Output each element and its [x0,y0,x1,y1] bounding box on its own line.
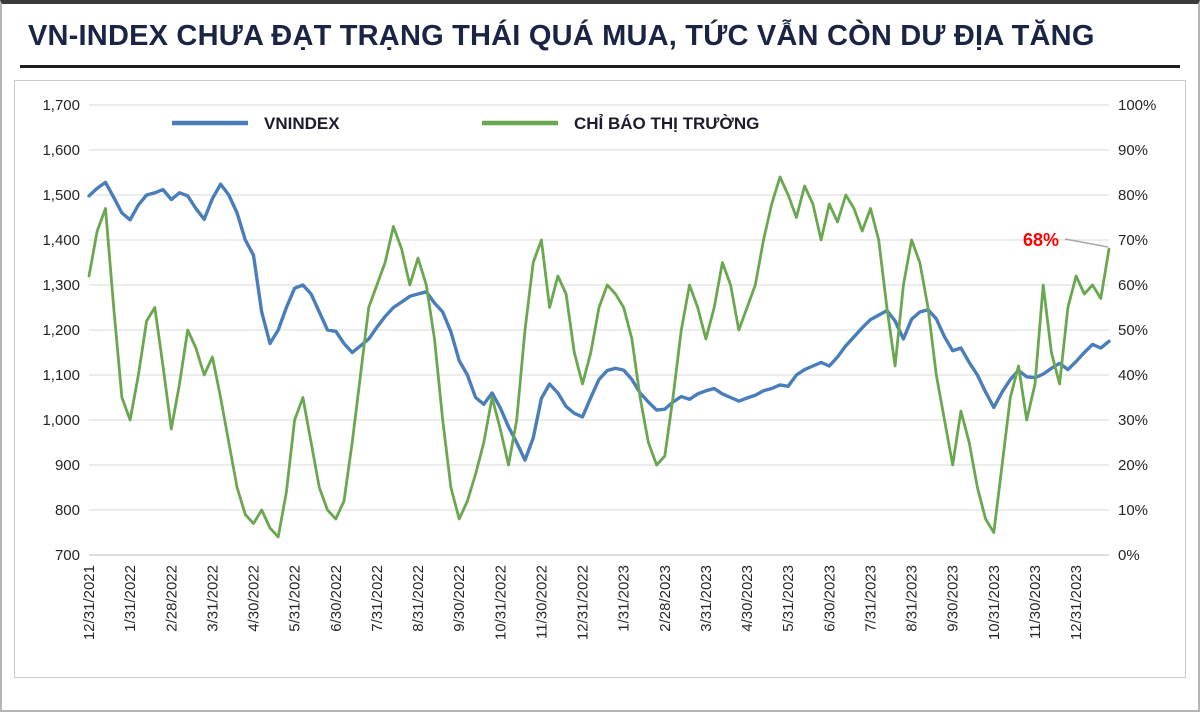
left-axis-tick: 1,500 [42,187,80,204]
right-axis-tick: 20% [1118,457,1148,474]
left-axis-tick: 1,400 [42,232,80,249]
x-axis-tick: 9/30/2022 [451,565,468,632]
x-axis-tick: 10/31/2023 [986,565,1003,640]
x-axis-tick: 7/31/2022 [369,565,386,632]
x-axis-tick: 6/30/2023 [821,565,838,632]
x-axis-tick: 11/30/2022 [533,565,550,639]
x-axis-labels: 12/31/2021 1/31/2022 2/28/2022 3/31/2022 4/3… [81,565,1085,640]
left-axis-tick: 700 [55,547,80,564]
x-axis-tick: 11/30/2023 [1027,565,1044,639]
title-divider [20,65,1180,68]
legend-label-market-indicator-line: CHỈ BÁO THỊ TRƯỜNG [574,114,759,133]
page-title: VN-INDEX CHƯA ĐẠT TRẠNG THÁI QUÁ MUA, TỨ… [28,20,1095,52]
vnindex-line [87,180,1111,462]
right-axis-tick: 10% [1118,502,1148,519]
x-axis-tick: 5/31/2022 [287,565,304,632]
annotation-connector [1064,238,1109,248]
x-axis-tick: 10/31/2022 [492,565,509,640]
x-axis-tick: 7/31/2023 [862,565,879,632]
right-axis-tick: 40% [1118,367,1148,384]
x-axis-tick: 2/28/2022 [163,565,180,632]
x-axis-tick: 3/31/2022 [204,565,221,632]
annotation-68pct: 68% [1023,230,1109,250]
annotation-text: 68% [1023,230,1059,250]
right-axis-tick: 60% [1118,277,1148,294]
x-axis-tick: 12/31/2022 [575,565,592,640]
gridlines: 700 0% 800 10% 900 20% 1,000 30% 1,100 40% 1,200 50… [42,97,1156,564]
left-axis-tick: 800 [55,502,80,519]
left-axis-tick: 1,300 [42,277,80,294]
x-axis-tick: 9/30/2023 [945,565,962,632]
left-axis-tick: 1,000 [42,412,80,429]
left-axis-tick: 1,100 [42,367,80,384]
x-axis-tick: 8/31/2023 [904,565,921,632]
right-axis-tick: 0% [1118,547,1140,564]
market-indicator-line [87,175,1111,539]
x-axis-tick: 1/31/2023 [616,565,633,632]
right-axis-tick: 100% [1118,97,1156,114]
legend: VNINDEX CHỈ BÁO THỊ TRƯỜNG [172,114,759,133]
x-axis-tick: 5/31/2023 [780,565,797,632]
x-axis-tick: 2/28/2023 [657,565,674,632]
x-axis-tick: 6/30/2022 [328,565,345,632]
left-axis-tick: 1,700 [42,97,80,114]
right-axis-tick: 90% [1118,142,1148,159]
right-axis-tick: 50% [1118,322,1148,339]
legend-label-vnindex-line: VNINDEX [264,114,340,133]
right-axis-tick: 30% [1118,412,1148,429]
left-axis-tick: 1,600 [42,142,80,159]
x-axis-tick: 12/31/2021 [81,565,98,640]
x-axis-tick: 4/30/2022 [246,565,263,632]
x-axis-tick: 1/31/2022 [122,565,139,632]
left-axis-tick: 1,200 [42,322,80,339]
x-axis-tick: 12/31/2023 [1068,565,1085,640]
left-axis-tick: 900 [55,457,80,474]
page-header: VN-INDEX CHƯA ĐẠT TRẠNG THÁI QUÁ MUA, TỨ… [2,4,1198,57]
x-axis-tick: 3/31/2023 [698,565,715,632]
x-axis-tick: 8/31/2022 [410,565,427,632]
right-axis-tick: 80% [1118,187,1148,204]
chart-panel: 700 0% 800 10% 900 20% 1,000 30% 1,100 40% 1,200 50… [14,80,1186,678]
x-axis-tick: 4/30/2023 [739,565,756,632]
right-axis-tick: 70% [1118,232,1148,249]
chart-svg: 700 0% 800 10% 900 20% 1,000 30% 1,100 40% 1,200 50… [42,97,1156,640]
